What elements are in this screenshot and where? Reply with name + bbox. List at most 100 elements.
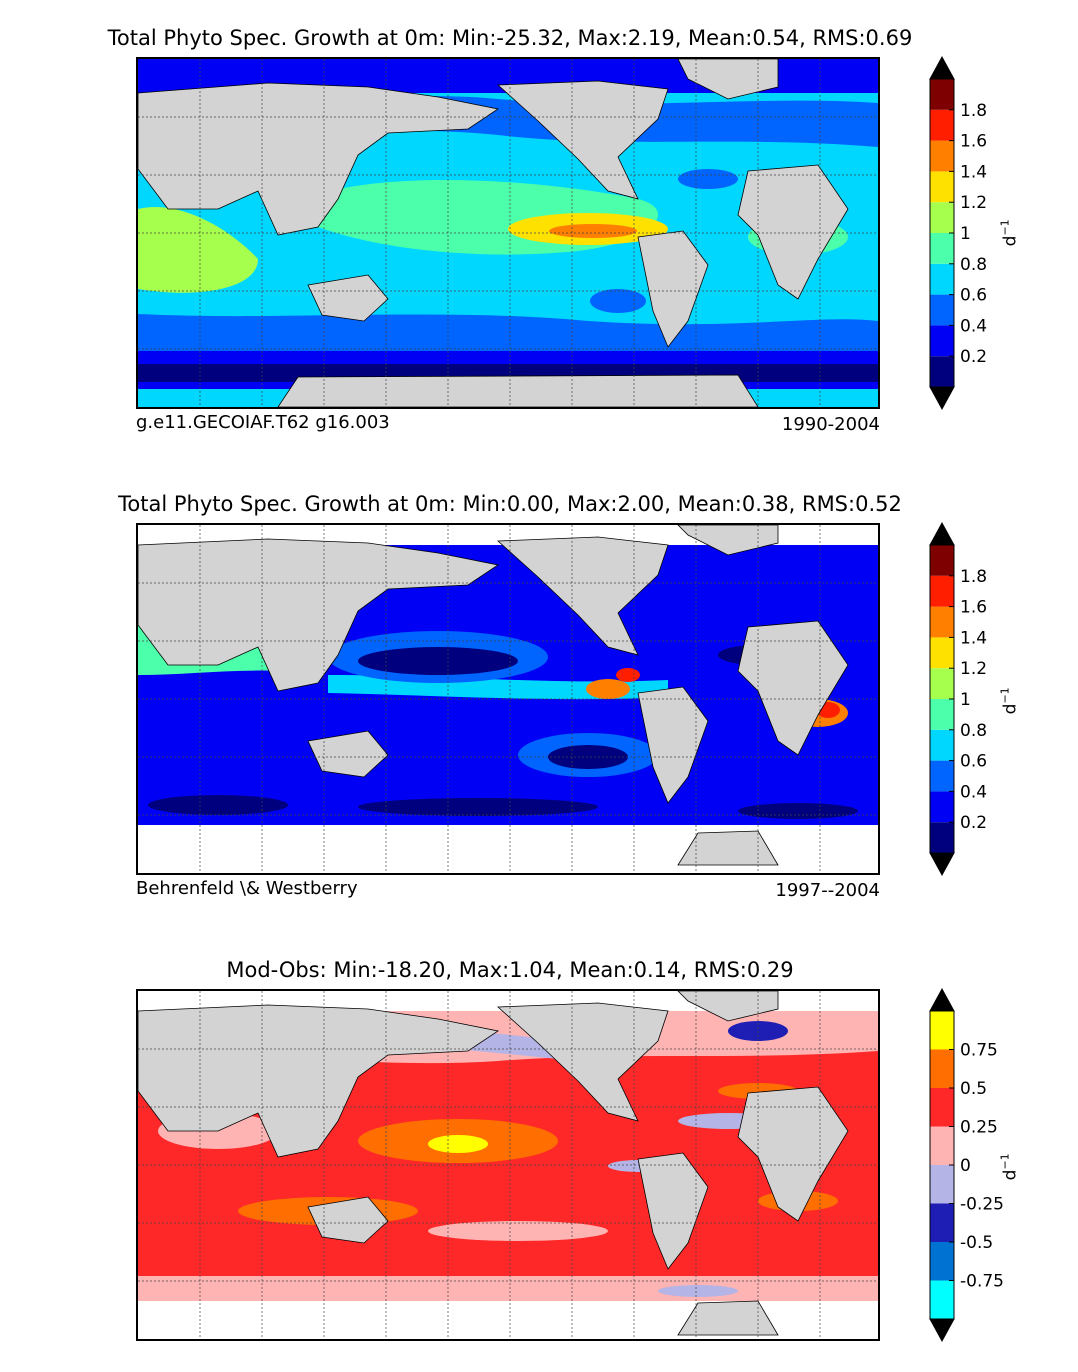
africa bbox=[737, 164, 849, 300]
colorbar-extend-low bbox=[929, 386, 955, 411]
colorbar-segment bbox=[930, 202, 954, 233]
colorbar-segment bbox=[930, 233, 954, 264]
south-america bbox=[637, 686, 709, 804]
colorbar-model: 0.2 0.4 0.6 0.8 1 1.2 1.4 1.6 1.8 bbox=[920, 55, 990, 411]
map-canvas bbox=[138, 59, 878, 407]
panel-title: Mod-Obs: Min:-18.20, Max:1.04, Mean:0.14… bbox=[226, 958, 794, 982]
antarctica bbox=[277, 374, 759, 407]
eurasia bbox=[138, 82, 500, 236]
colorbar-tick-label: 0.25 bbox=[960, 1118, 998, 1138]
south-pacific-light bbox=[428, 1221, 608, 1241]
north-america bbox=[497, 1002, 669, 1122]
colorbar-segment bbox=[930, 171, 954, 203]
colorbar-segment bbox=[930, 1203, 954, 1242]
eurasia bbox=[138, 538, 500, 692]
central-america-high bbox=[616, 668, 640, 682]
southern-dark-1 bbox=[148, 795, 288, 815]
southern-dark-3 bbox=[738, 803, 858, 819]
north-america bbox=[497, 80, 669, 200]
southern-negative bbox=[658, 1285, 738, 1297]
unit-base: d bbox=[1000, 1169, 1021, 1181]
colorbar-segment bbox=[930, 356, 954, 387]
colorbar-tick-label: 0.2 bbox=[960, 347, 987, 367]
unit-base: d bbox=[1000, 703, 1021, 715]
colorbar-tick-label: 0 bbox=[960, 1156, 971, 1176]
colorbar-segment bbox=[930, 729, 954, 761]
colorbar-tick-label: 0.4 bbox=[960, 316, 987, 336]
colorbar-segment bbox=[930, 545, 954, 576]
greenland bbox=[677, 991, 779, 1022]
source-caption: g.e11.GECOIAF.T62 g16.003 bbox=[136, 412, 390, 433]
pacific-peak bbox=[549, 224, 637, 238]
colorbar-segment bbox=[930, 822, 954, 853]
colorbar-tick-label: 1.4 bbox=[960, 162, 987, 182]
land-masses bbox=[138, 525, 849, 866]
colorbar-segment bbox=[930, 79, 954, 110]
colorbar-tick-label: -0.25 bbox=[960, 1195, 1004, 1215]
peru-upwelling bbox=[586, 679, 630, 699]
colorbar-difference: -0.75 -0.5 -0.25 0 0.25 0.5 0.75 bbox=[920, 987, 1004, 1343]
colorbar-tick-label: 0.8 bbox=[960, 255, 987, 275]
unit-exponent: −1 bbox=[998, 687, 1012, 704]
indian-ocean-high bbox=[138, 206, 258, 293]
colorbar-segment bbox=[930, 1088, 954, 1127]
north-atlantic-gyre bbox=[678, 169, 738, 189]
south-america bbox=[637, 230, 709, 348]
southern-dark-2 bbox=[358, 798, 598, 816]
colorbar-tick-label: 0.4 bbox=[960, 782, 987, 802]
unit-base: d bbox=[1000, 235, 1021, 247]
australia bbox=[307, 1196, 389, 1244]
colorbar-tick-label: 1.8 bbox=[960, 567, 987, 587]
colorbar-segment bbox=[930, 606, 954, 638]
colorbar-segment bbox=[930, 1242, 954, 1281]
colorbar-tick-label: 1 bbox=[960, 224, 971, 244]
colorbar-tick-label: -0.5 bbox=[960, 1233, 993, 1253]
colorbar-extend-high bbox=[929, 987, 955, 1012]
colorbar-tick-label: 1.6 bbox=[960, 132, 987, 152]
source-caption: Behrenfeld \& Westberry bbox=[136, 878, 358, 899]
colorbar-segment bbox=[930, 263, 954, 295]
colorbar-unit-label: d−1 bbox=[999, 1153, 1021, 1180]
panel-title: Total Phyto Spec. Growth at 0m: Min:-25.… bbox=[107, 26, 913, 50]
colorbar-segment bbox=[930, 1280, 954, 1319]
colorbar-segment bbox=[930, 294, 954, 326]
colorbar-tick-label: 0.6 bbox=[960, 752, 987, 772]
graticule bbox=[138, 991, 878, 1339]
colorbar-graphic: 0.2 0.4 0.6 0.8 1 1.2 1.4 1.6 1.8 bbox=[929, 521, 987, 877]
unit-exponent: −1 bbox=[998, 219, 1012, 236]
colorbar-segment bbox=[930, 760, 954, 792]
land-masses bbox=[138, 59, 849, 407]
period-caption: 1990-2004 bbox=[781, 414, 880, 435]
graticule bbox=[138, 525, 878, 873]
map-model-minus-obs bbox=[136, 989, 880, 1341]
colorbar-tick-label: 0.8 bbox=[960, 721, 987, 741]
colorbar-segment bbox=[930, 1126, 954, 1165]
eurasia bbox=[138, 1004, 500, 1158]
colorbar-tick-label: 1 bbox=[960, 690, 971, 710]
colorbar-segment bbox=[930, 575, 954, 607]
colorbar-obs: 0.2 0.4 0.6 0.8 1 1.2 1.4 1.6 1.8 bbox=[920, 521, 990, 877]
colorbar-extend-high bbox=[929, 55, 955, 80]
map-model-growth bbox=[136, 57, 880, 409]
colorbar-tick-label: 0.6 bbox=[960, 286, 987, 306]
colorbar-extend-high bbox=[929, 521, 955, 546]
greenland bbox=[677, 525, 779, 556]
colorbar-tick-label: 0.5 bbox=[960, 1079, 987, 1099]
australia bbox=[307, 730, 389, 778]
colorbar-segment bbox=[930, 1011, 954, 1050]
colorbar-tick-label: 1.4 bbox=[960, 628, 987, 648]
colorbar-unit-label: d−1 bbox=[999, 219, 1021, 246]
colorbar-extend-low bbox=[929, 852, 955, 877]
map-obs-growth bbox=[136, 523, 880, 875]
colorbar-tick-label: 1.2 bbox=[960, 193, 987, 213]
antarctica bbox=[677, 1300, 779, 1336]
colorbar-segment bbox=[930, 109, 954, 141]
africa bbox=[737, 1086, 849, 1222]
south-america bbox=[637, 1152, 709, 1270]
colorbar-segment bbox=[930, 699, 954, 730]
africa bbox=[737, 620, 849, 756]
colorbar-tick-label: -0.75 bbox=[960, 1272, 1004, 1292]
land-masses bbox=[138, 991, 849, 1336]
north-pacific-gyre bbox=[358, 647, 518, 675]
colorbar-extend-low bbox=[929, 1318, 955, 1343]
